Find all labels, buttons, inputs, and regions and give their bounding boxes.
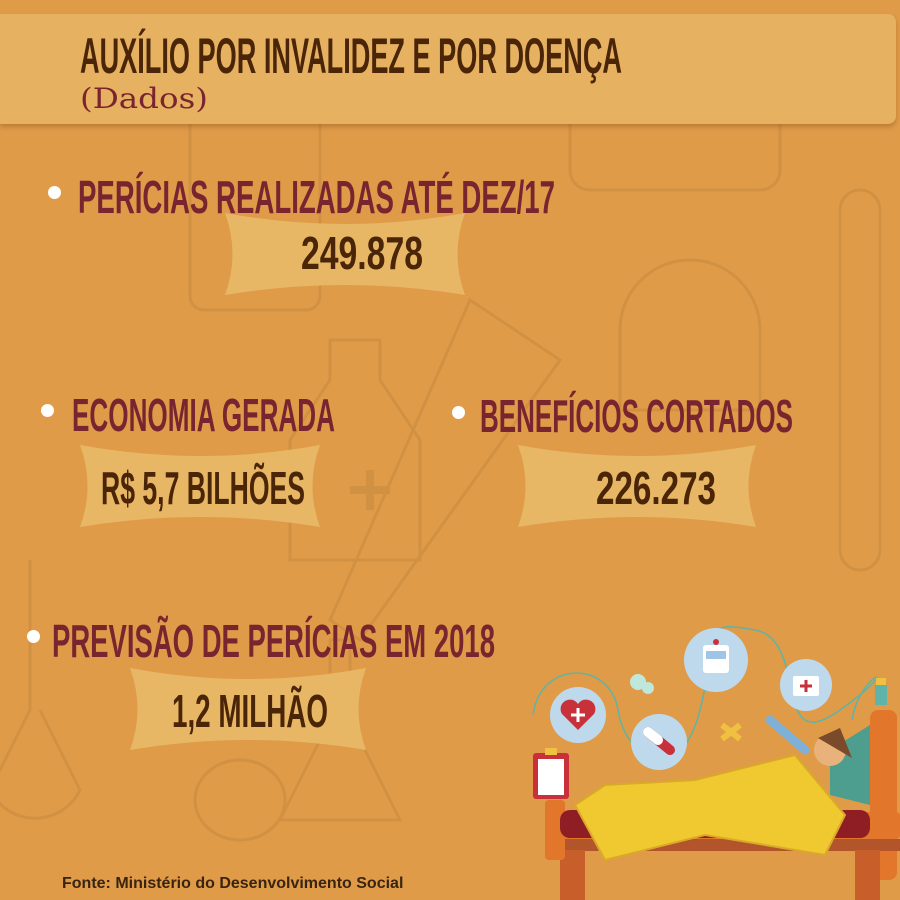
stat-value: 226.273 [596,462,716,514]
stat-value: 1,2 MILHÃO [172,685,328,737]
doodle-bottle [288,338,422,562]
ribbon-shape [80,445,320,527]
stat-value: R$ 5,7 BILHÕES [101,462,305,514]
bullet-icon [452,406,465,419]
stat-label: PERÍCIAS REALIZADAS ATÉ DEZ/17 [78,171,555,223]
pill-icon [631,714,687,770]
doodle-thermometer [838,188,882,572]
header-banner: AUXÍLIO POR INVALIDEZ E POR DOENÇA (Dado… [0,14,896,124]
clipboard-icon [533,748,569,799]
ribbon-shape [130,668,366,750]
ambulance-icon [684,628,748,692]
stat-label: ECONOMIA GERADA [72,389,335,441]
stat-value: 249.878 [301,227,423,279]
stat-label: BENEFÍCIOS CORTADOS [480,390,793,442]
page-subtitle: (Dados) [80,82,208,115]
heart-cross-icon [550,687,606,743]
stat-label: PREVISÃO DE PERÍCIAS EM 2018 [52,615,495,667]
source-footer: Fonte: Ministério do Desenvolvimento Soc… [62,875,404,892]
tablets-icon [630,674,654,694]
thermometer-icon [765,715,810,755]
doodle-heart [618,258,762,412]
sick-patient-illustration [532,626,900,900]
first-aid-kit-icon [780,659,832,711]
ribbon-shape [518,445,756,527]
bullet-icon [41,404,54,417]
bullet-icon [48,186,61,199]
bullet-icon [27,630,40,643]
bed-icon [545,710,900,900]
ribbon-shape [225,213,465,295]
bandage-icon [720,722,742,742]
page-title: AUXÍLIO POR INVALIDEZ E POR DOENÇA [80,28,622,84]
oxygen-tank-icon [875,678,887,705]
